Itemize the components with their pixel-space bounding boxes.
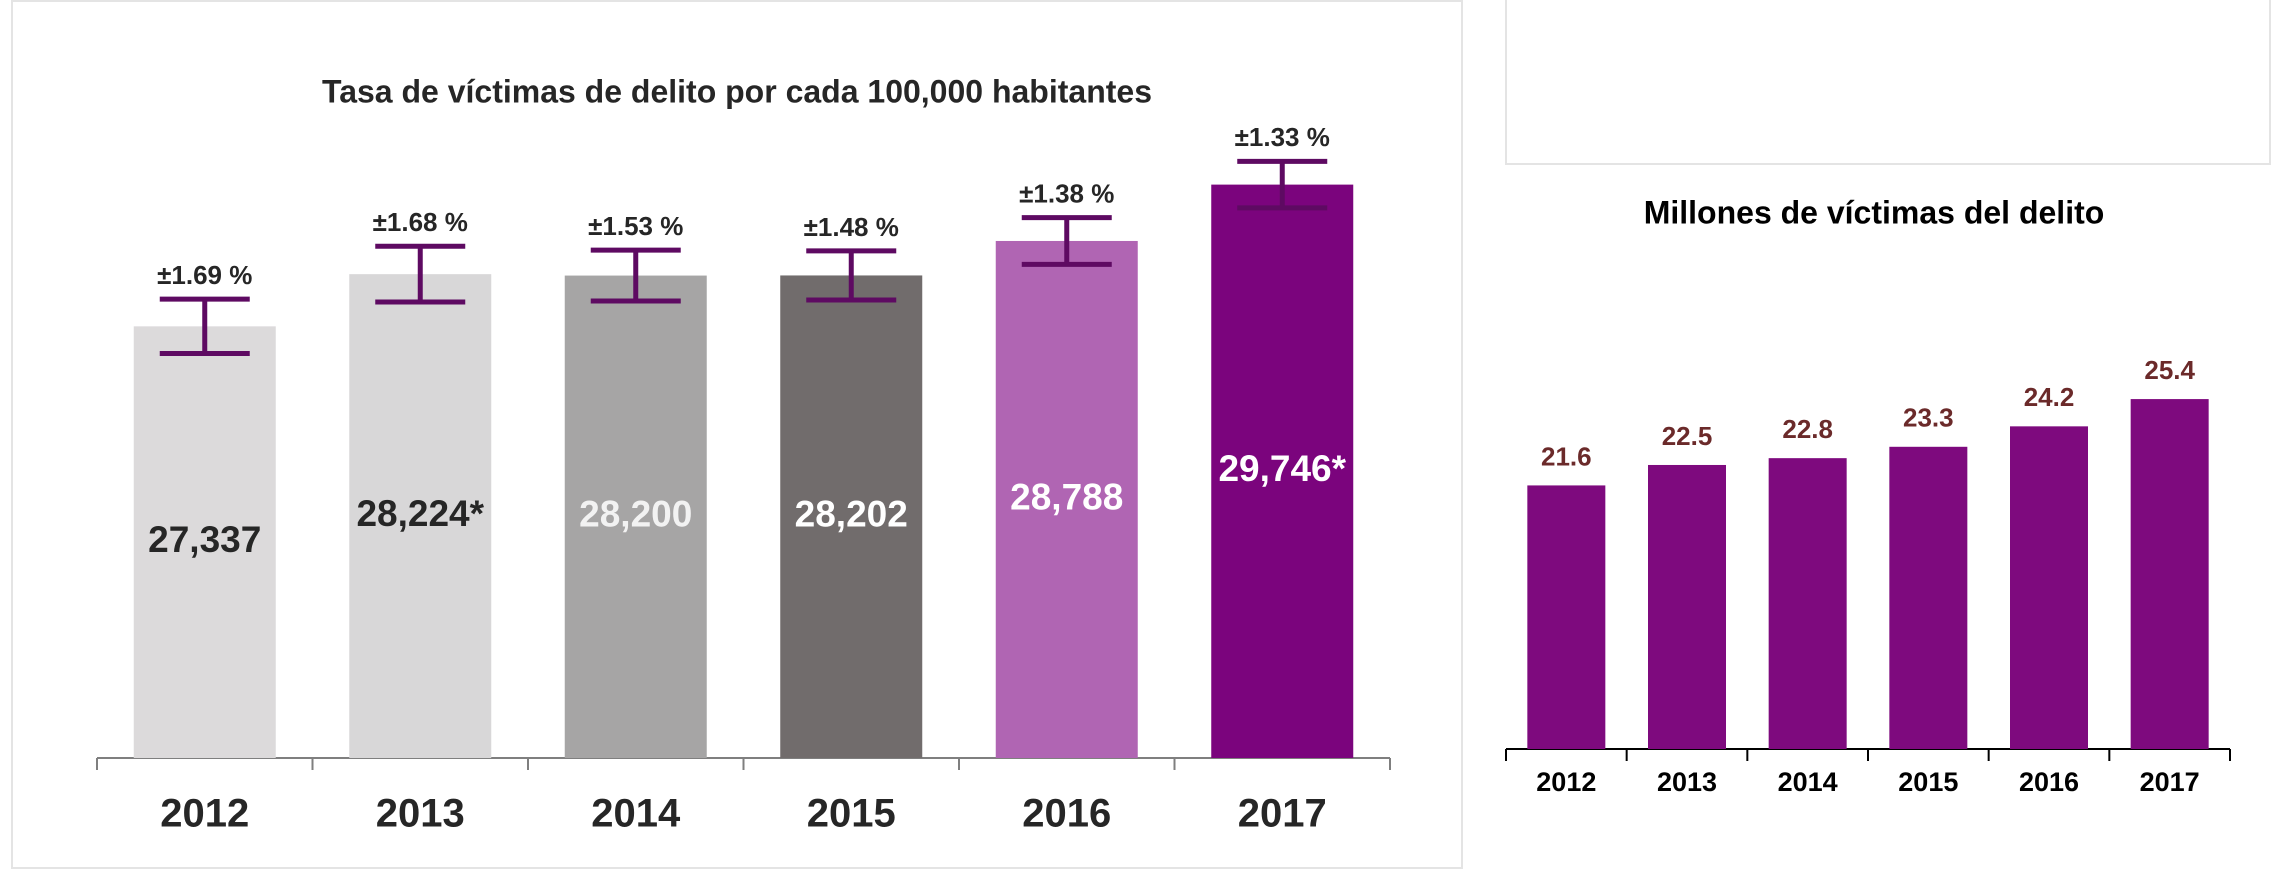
bar [1768,458,1847,749]
error-label: ±1.48 % [804,212,899,242]
error-label: ±1.33 % [1235,122,1330,152]
chart-title: Millones de víctimas del delito [1644,194,2105,230]
x-tick-label: 2016 [1022,792,1111,836]
value-label: 22.5 [1662,421,1713,451]
bar [780,275,923,758]
bar [1648,464,1726,749]
error-label: ±1.68 % [373,207,468,237]
value-label: 25.4 [2144,355,2195,385]
error-label: ±1.53 % [588,211,683,241]
chart-title: Tasa de víctimas de delito por cada 100,… [322,73,1152,109]
value-label: 28,788 [1010,476,1123,517]
error-label: ±1.69 % [157,260,252,290]
x-tick-label: 2014 [1778,767,1838,797]
value-label: 23.3 [1903,403,1954,433]
x-tick-label: 2016 [2019,767,2079,797]
value-label: 28,202 [795,494,908,535]
value-label: 28,224* [356,493,484,534]
x-tick-label: 2013 [1657,767,1717,797]
x-tick-label: 2014 [591,792,681,836]
bar [1889,446,1968,749]
value-label: 27,337 [148,519,261,560]
value-label: 24.2 [2024,382,2075,412]
x-tick-label: 2017 [1238,792,1327,836]
panel-border [1505,0,2271,165]
bar [349,274,492,758]
x-tick-label: 2012 [1536,767,1596,797]
value-label: 29,746* [1218,448,1346,489]
panel-border [11,0,1463,869]
x-tick-label: 2017 [2140,767,2200,797]
bar [2130,399,2209,749]
bar [1527,485,1606,749]
error-label: ±1.38 % [1019,178,1114,208]
value-label: 28,200 [579,494,692,535]
bar [564,275,707,758]
x-tick-label: 2013 [376,792,465,836]
value-label: 22.8 [1782,414,1833,444]
x-tick-label: 2015 [807,792,896,836]
x-tick-label: 2012 [160,792,249,836]
bar [133,326,276,758]
bar [995,240,1138,759]
bar [2010,426,2088,749]
bar [1211,184,1354,758]
x-tick-label: 2015 [1898,767,1958,797]
value-label: 21.6 [1541,441,1592,471]
